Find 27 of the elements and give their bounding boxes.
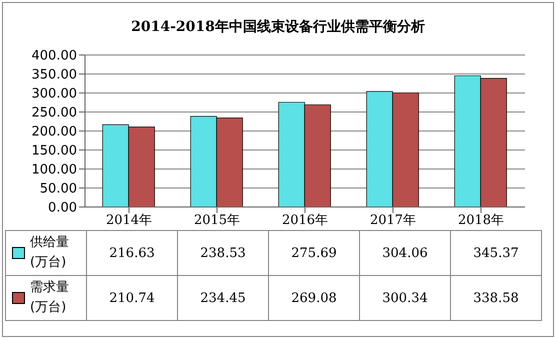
data-label: 275.69 [268, 230, 360, 276]
data-label: 269.08 [268, 276, 360, 320]
legend-label: 供给量 (万台) [30, 234, 70, 272]
y-tick-label: 250.00 [32, 106, 77, 121]
x-tick-label: 2015年 [194, 213, 240, 228]
x-tick-label: 2017年 [370, 213, 416, 228]
x-tick-label: 2014年 [106, 213, 152, 228]
y-tick-label: 100.00 [32, 162, 77, 178]
y-tick-label: 350.00 [32, 68, 77, 83]
y-tick-label: 400.00 [32, 48, 77, 64]
y-tick-label: 50.00 [40, 182, 77, 197]
data-label: 216.63 [86, 230, 178, 276]
y-tick-label: 150.00 [32, 144, 77, 159]
x-tick-label: 2018年 [458, 213, 504, 228]
y-tick-label: 300.00 [32, 86, 77, 102]
y-tick-label: 0.00 [48, 200, 77, 216]
x-tick-label: 2016年 [282, 213, 328, 228]
y-tick-label: 200.00 [32, 124, 77, 140]
data-label: 304.06 [360, 230, 450, 276]
data-label: 338.58 [450, 276, 542, 320]
data-label: 345.37 [450, 230, 542, 276]
legend-label: 需求量 (万台) [30, 279, 70, 317]
data-label: 234.45 [178, 276, 268, 320]
chart-title: 2014-2018年中国线束设备行业供需平衡分析 [130, 18, 426, 36]
data-label: 238.53 [178, 230, 268, 276]
data-label: 210.74 [86, 276, 178, 320]
data-label: 300.34 [360, 276, 450, 320]
